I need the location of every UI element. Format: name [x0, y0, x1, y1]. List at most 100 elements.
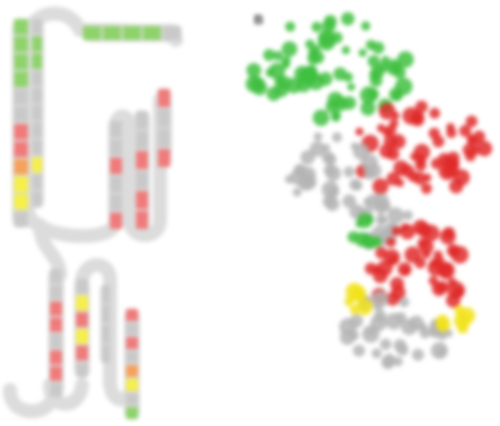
- structure-atom-cluster-0: [369, 74, 383, 87]
- structure-atom-cluster-0: [327, 91, 344, 108]
- helix-1-segment: [14, 36, 28, 52]
- helix-6-segment: [50, 285, 62, 300]
- structure-atom-cluster-1: [459, 124, 472, 137]
- structure-atom-cluster-1: [446, 127, 457, 139]
- structure-atom-cluster-5: [404, 246, 422, 263]
- helix-9-body: [100, 284, 112, 364]
- helix-6-segment: [50, 269, 62, 284]
- loop-h2-h3: [123, 93, 167, 242]
- helix-2-segment: [32, 105, 42, 121]
- helix-1-segment: [14, 124, 28, 140]
- structure-atom-cluster-6: [436, 347, 447, 358]
- structure-atom-cluster-1: [465, 115, 478, 128]
- structure-atom-cluster-1: [413, 143, 431, 161]
- helix-8-body: [124, 308, 140, 420]
- helix-5-body: [156, 88, 172, 168]
- structure-atom-cluster-1: [432, 135, 445, 148]
- structure-atom-cluster-0: [273, 82, 289, 98]
- structure-atom-cluster-4: [355, 219, 364, 228]
- structure-atom-cluster-8: [435, 314, 450, 329]
- structure-atom-cluster-5: [391, 226, 402, 237]
- structure-atom-cluster-0: [307, 52, 320, 65]
- helix-3-segment: [110, 157, 122, 174]
- structure-atom-cluster-1: [415, 100, 428, 113]
- helix-8-segment: [126, 337, 138, 349]
- helix-group: [12, 18, 182, 420]
- helix-4-segment: [136, 111, 148, 129]
- structure-atom-cluster-7: [350, 285, 367, 302]
- structure-atom-cluster-0: [347, 82, 356, 91]
- helix-5-segment: [158, 149, 170, 167]
- structure-atom-cluster-2: [324, 153, 337, 166]
- structure-atom-cluster-2: [321, 180, 339, 199]
- helix-4-segment: [136, 211, 148, 229]
- helix-2: [30, 18, 44, 208]
- structure-atom-cluster-2: [321, 143, 331, 152]
- structure-atom-cluster-0: [285, 21, 296, 32]
- structure-atom-cluster-5: [386, 237, 396, 248]
- loop-bottom-3: [3, 383, 55, 419]
- helix-8-segment: [126, 407, 138, 419]
- structure-atom-cluster-5: [447, 277, 457, 287]
- structure-atom-cluster-6: [437, 330, 447, 341]
- structure-atom-cluster-1: [372, 178, 389, 195]
- structure-atom-cluster-5: [399, 224, 416, 240]
- helix-1-segment: [14, 106, 28, 122]
- helix-3: [108, 120, 124, 230]
- structure-blobs: [245, 12, 493, 370]
- helix-top-bar-segment: [123, 26, 141, 40]
- structure-atom-cluster-1: [415, 160, 427, 172]
- structure-atom-cluster-2: [284, 174, 294, 184]
- structure-atom-cluster-6: [366, 327, 376, 336]
- structure-atom-cluster-6: [339, 318, 357, 336]
- helix-9-segment: [102, 305, 110, 323]
- helix-3-segment: [110, 194, 122, 211]
- helix-2-segment: [32, 70, 42, 87]
- helix-9-segment: [102, 285, 110, 303]
- structure-atom-cluster-2: [352, 180, 363, 191]
- structure-atom-cluster-0: [341, 12, 355, 26]
- structure-atom-cluster-2: [292, 187, 302, 197]
- structure-atom-cluster-5: [439, 228, 456, 245]
- structure-atom-cluster-7: [344, 296, 355, 307]
- helix-3-segment: [110, 212, 122, 229]
- structure-atom-cluster-1: [385, 124, 397, 136]
- helix-6-body: [48, 268, 64, 398]
- helix-2-segment: [32, 88, 42, 104]
- helix-3-segment: [110, 121, 122, 138]
- structure-atom-cluster-0: [281, 60, 290, 69]
- helix-8: [124, 308, 140, 420]
- helix-2-segment: [32, 157, 42, 173]
- structure-atom-cluster-2: [309, 141, 325, 157]
- structure-atom-cluster-6: [373, 301, 383, 311]
- structure-atom-cluster-6: [371, 348, 382, 359]
- helix-7-segment: [76, 312, 88, 327]
- structure-atom-cluster-0: [381, 55, 390, 65]
- helix-7-segment: [76, 279, 88, 294]
- structure-atom-cluster-1: [421, 183, 432, 194]
- structure-atom-cluster-4: [370, 236, 382, 248]
- structure-atom-cluster-0: [318, 71, 333, 86]
- helix-2-segment: [32, 139, 42, 156]
- structure-atom-cluster-0: [318, 29, 336, 47]
- helix-9: [100, 284, 112, 364]
- helix-6-segment: [50, 366, 62, 381]
- structure-atom-cluster-1: [476, 140, 493, 157]
- helix-7-segment: [76, 329, 88, 344]
- structure-atom-cluster-0: [331, 112, 341, 122]
- helix-6-segment: [50, 301, 62, 316]
- helix-7-segment: [76, 345, 88, 361]
- structure-atom-cluster-0: [361, 21, 371, 31]
- helix-1-segment: [14, 19, 28, 35]
- helix-1-segment: [14, 159, 28, 175]
- structure-atom-cluster-5: [451, 246, 469, 264]
- helix-1: [12, 18, 30, 228]
- helix-8-segment: [126, 379, 138, 391]
- structure-atom-cluster-1: [395, 178, 405, 188]
- helix-4-segment: [136, 151, 148, 169]
- helix-3-segment: [110, 176, 122, 193]
- structure-atom-cluster-5: [434, 256, 445, 267]
- structure-atom-cluster-6: [382, 353, 396, 368]
